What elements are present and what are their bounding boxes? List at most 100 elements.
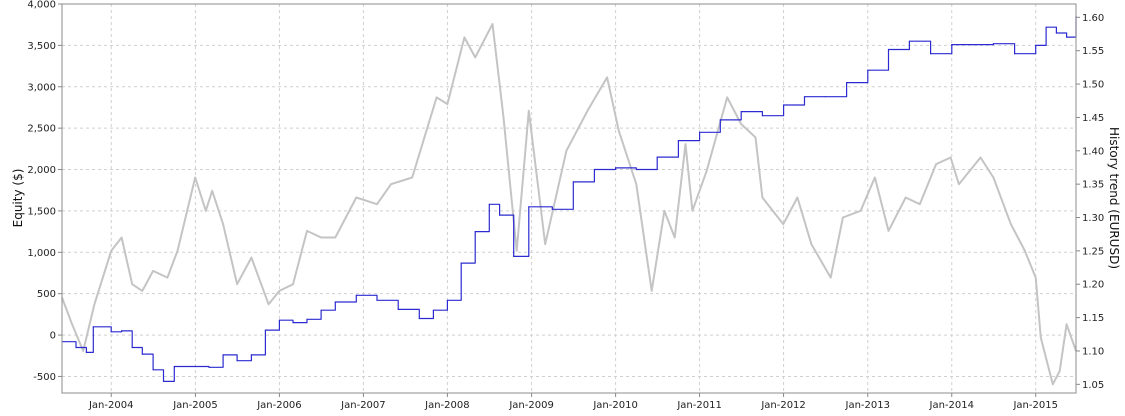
y-tick-label: 1,500 xyxy=(27,206,56,217)
y2-tick-label: 1.50 xyxy=(1082,80,1104,91)
equity-point xyxy=(1014,53,1016,55)
y-tick-label: 2,500 xyxy=(27,124,56,135)
y-axis-title: Equity ($) xyxy=(11,169,25,228)
eurusd-point xyxy=(491,23,494,25)
eurusd-point xyxy=(1052,383,1054,385)
eurusd-point xyxy=(830,277,832,279)
y-tick-label: 3,500 xyxy=(27,41,56,52)
series-layer xyxy=(61,15,1077,386)
eurusd-point xyxy=(121,236,123,239)
equity-point xyxy=(572,181,574,183)
eurusd-point xyxy=(887,230,890,232)
equity-point xyxy=(677,140,680,142)
eurusd-point xyxy=(1040,337,1042,339)
x-tick-label: Jan-2008 xyxy=(424,400,469,411)
y2-tick-label: 1.15 xyxy=(1082,313,1104,324)
y-tick-label: 0 xyxy=(50,331,56,342)
y-tick-label: 2,000 xyxy=(27,165,56,176)
eurusd-point xyxy=(211,190,213,192)
y-tick-label: 500 xyxy=(37,289,56,300)
eurusd-point xyxy=(544,243,546,245)
eurusd-point xyxy=(761,196,764,199)
y2-tick-label: 1.25 xyxy=(1082,246,1104,257)
equity-point xyxy=(499,214,501,216)
equity-point xyxy=(740,111,742,113)
eurusd-history-line xyxy=(61,23,1077,386)
eurusd-point xyxy=(874,176,876,179)
y2-tick-label: 1.10 xyxy=(1082,346,1104,357)
equity-point xyxy=(152,369,154,371)
y2-tick-label: 1.35 xyxy=(1082,180,1104,191)
equity-point xyxy=(887,48,890,51)
y2-tick-label: 1.30 xyxy=(1082,213,1104,224)
equity-point xyxy=(75,346,77,349)
y-tick-label: 1,000 xyxy=(27,248,56,259)
eurusd-point xyxy=(1059,370,1061,372)
eurusd-point xyxy=(1010,223,1012,225)
eurusd-point xyxy=(110,250,112,252)
equity-point xyxy=(131,346,133,349)
grid xyxy=(62,3,1076,393)
y2-tick-label: 1.05 xyxy=(1082,380,1104,391)
eurusd-point xyxy=(565,150,568,152)
eurusd-point xyxy=(205,210,207,212)
equity-point xyxy=(1045,26,1047,28)
x-tick-label: Jan-2010 xyxy=(592,400,637,411)
eurusd-point xyxy=(176,250,179,252)
eurusd-point xyxy=(436,96,438,98)
equity-point xyxy=(162,380,165,382)
eurusd-point xyxy=(278,290,280,292)
eurusd-point xyxy=(463,36,465,39)
eurusd-point xyxy=(376,203,378,205)
eurusd-point xyxy=(919,203,921,205)
y2-tick-label: 1.55 xyxy=(1082,46,1104,57)
eurusd-point xyxy=(635,183,637,185)
eurusd-point xyxy=(860,210,862,212)
eurusd-point xyxy=(618,130,620,132)
eurusd-point xyxy=(71,323,73,325)
equity-point xyxy=(783,104,785,106)
eurusd-point xyxy=(810,243,813,245)
equity-point xyxy=(593,168,596,171)
eurusd-point xyxy=(740,123,742,125)
eurusd-point xyxy=(446,103,448,105)
x-tick-label: Jan-2007 xyxy=(340,400,385,411)
equity-point xyxy=(446,299,448,301)
eurusd-point xyxy=(222,223,224,225)
eurusd-point xyxy=(1066,323,1068,325)
eurusd-point xyxy=(306,230,308,232)
equity-point xyxy=(488,203,490,205)
x-tick-label: Jan-2006 xyxy=(256,400,301,411)
eurusd-point xyxy=(606,76,608,78)
y2-tick-label: 1.20 xyxy=(1082,280,1104,291)
x-tick-label: Jan-2014 xyxy=(929,400,974,411)
y2-tick-label: 1.60 xyxy=(1082,13,1104,24)
equity-point xyxy=(513,255,515,257)
eurusd-point xyxy=(935,163,937,165)
y-tick-label: 4,000 xyxy=(27,0,56,11)
x-tick-label: Jan-2012 xyxy=(760,400,805,411)
eurusd-point xyxy=(152,270,154,272)
equity-point xyxy=(460,262,462,264)
equity-point xyxy=(824,96,827,98)
eurusd-point xyxy=(268,303,270,305)
equity-point xyxy=(951,44,953,46)
eurusd-point xyxy=(166,277,168,279)
equity-point xyxy=(656,156,658,158)
eurusd-point xyxy=(131,283,133,285)
eurusd-point xyxy=(516,250,518,252)
equity-point xyxy=(474,231,476,233)
eurusd-point xyxy=(842,216,844,219)
equity-point xyxy=(846,82,848,84)
equity-point xyxy=(1066,36,1068,38)
equity-point xyxy=(292,322,294,324)
eurusd-point xyxy=(992,176,995,179)
eurusd-point xyxy=(236,283,238,285)
eurusd-point xyxy=(355,196,357,199)
equity-point xyxy=(376,299,378,301)
eurusd-point xyxy=(502,116,505,118)
eurusd-point xyxy=(411,176,413,179)
y2-tick-label: 1.40 xyxy=(1082,146,1104,157)
eurusd-point xyxy=(320,236,322,239)
equity-point xyxy=(803,96,806,98)
